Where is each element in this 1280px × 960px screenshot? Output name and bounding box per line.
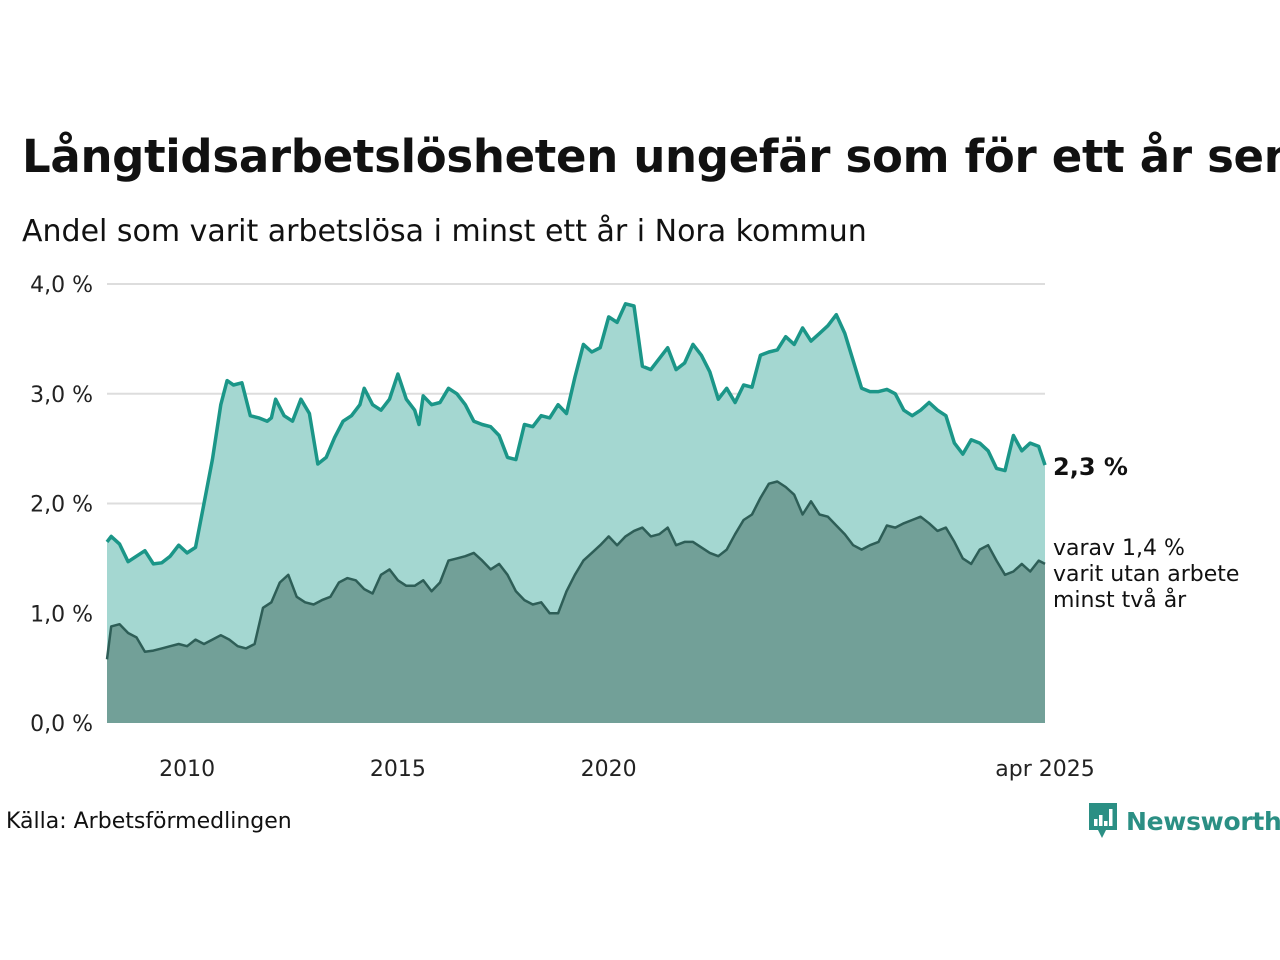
series-line-1 — [105, 302, 1047, 566]
newsworthy-logo[interactable]: Newsworthy — [1088, 802, 1280, 840]
y-tick-label: 0,0 % — [30, 712, 93, 737]
x-axis: 2010 2015 2020 apr 2025 — [159, 757, 1095, 782]
chart-areas — [105, 302, 1047, 723]
brand-name: Newsworthy — [1126, 806, 1280, 836]
y-tick-label: 2,0 % — [30, 493, 93, 518]
series-1-end-label: 2,3 % — [1053, 453, 1128, 481]
series-area-2 — [107, 481, 1045, 723]
source-note: Källa: Arbetsförmedlingen — [6, 809, 292, 834]
series-2-end-label-line: varav 1,4 % — [1053, 536, 1185, 561]
chart-title: Långtidsarbetslösheten ungefär som för e… — [22, 130, 1280, 183]
chart-subtitle: Andel som varit arbetslösa i minst ett å… — [22, 214, 867, 249]
x-tick-label: 2010 — [159, 757, 215, 782]
y-tick-label: 3,0 % — [30, 383, 93, 408]
x-tick-label: 2020 — [581, 757, 637, 782]
y-tick-label: 4,0 % — [30, 273, 93, 298]
newsworthy-icon — [1089, 803, 1117, 838]
x-tick-label: 2015 — [370, 757, 426, 782]
series-line-2 — [105, 480, 1046, 660]
x-tick-label: apr 2025 — [995, 757, 1094, 782]
series-2-end-label-line: varit utan arbete — [1053, 562, 1239, 587]
series-2-end-label-line: minst två år — [1053, 587, 1187, 613]
y-axis: 0,0 % 1,0 % 2,0 % 3,0 % 4,0 % — [30, 273, 93, 737]
y-tick-label: 1,0 % — [30, 602, 93, 627]
